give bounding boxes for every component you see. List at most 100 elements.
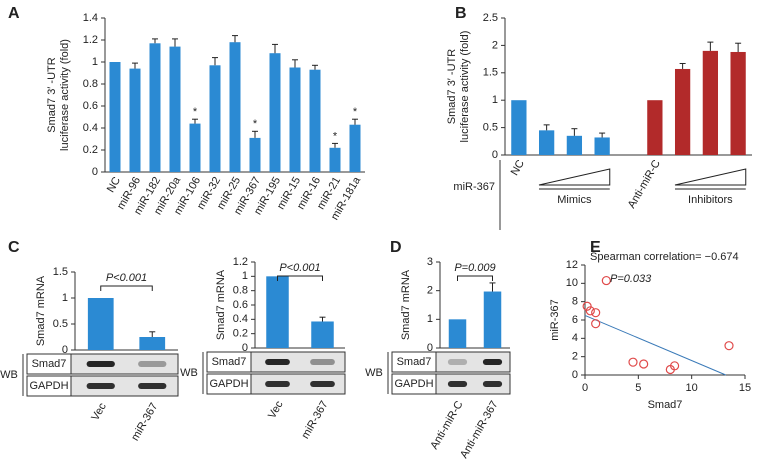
bar — [139, 337, 166, 350]
y-axis-label: Smad7 mRNA — [35, 275, 47, 346]
y-tick-label: 3 — [427, 256, 433, 268]
blot-label: GAPDH — [29, 380, 68, 392]
y-axis-label: luciferase activity (fold) — [59, 39, 71, 151]
bar — [229, 42, 241, 173]
y-axis-label: Smad7 3′ -UTR — [446, 49, 458, 124]
y-tick-label: 0.8 — [233, 285, 248, 297]
y-tick-label: 0.5 — [483, 122, 498, 134]
blot-band — [138, 361, 167, 367]
blot-group-label: WB — [0, 369, 18, 381]
blot-band — [310, 359, 335, 365]
panel-label: D — [390, 239, 402, 256]
significance-marker: * — [333, 130, 338, 142]
blot-label: GAPDH — [394, 378, 433, 390]
bar — [674, 68, 691, 155]
p-value: P<0.001 — [106, 272, 147, 284]
scatter-point — [669, 361, 680, 371]
blot-label: Smad7 — [397, 356, 432, 368]
y-tick-label: 12 — [566, 259, 578, 271]
scatter-point — [724, 341, 734, 351]
x-tick-label: NC — [509, 158, 527, 178]
significance-bracket — [457, 275, 493, 281]
y-axis-label: Smad7 mRNA — [215, 269, 227, 340]
x-tick-label: 10 — [686, 382, 698, 394]
bar — [538, 130, 555, 155]
blot-label: Smad7 — [32, 358, 67, 370]
row-label: miR-367 — [453, 181, 495, 193]
blot-group-label: WB — [180, 367, 198, 379]
bar — [289, 67, 301, 172]
significance-marker: * — [193, 106, 198, 118]
y-tick-label: 2 — [492, 39, 498, 51]
blot-strip — [70, 375, 179, 397]
x-tick-label: Anti-miR-367 — [458, 399, 500, 459]
x-tick-label: Anti-miR-C — [626, 158, 663, 211]
bar — [702, 50, 719, 155]
bar — [349, 124, 361, 172]
significance-bracket — [277, 275, 323, 281]
annotation: Spearman correlation= −0.674 — [590, 251, 739, 263]
x-tick-label: Anti-miR-C — [428, 399, 465, 452]
bar — [647, 100, 663, 155]
p-value: P<0.001 — [279, 262, 320, 274]
dose-wedge — [538, 168, 611, 186]
x-tick-label: Vec — [89, 401, 109, 423]
y-tick-label: 10 — [566, 277, 578, 289]
group-label: Inhibitors — [688, 194, 733, 206]
x-axis-label: Smad7 — [648, 399, 683, 411]
y-tick-label: 0 — [572, 369, 578, 381]
scatter-point — [591, 319, 601, 329]
bar — [594, 137, 610, 155]
y-tick-label: 1.5 — [483, 67, 498, 79]
y-axis-label: Smad7 mRNA — [400, 269, 412, 340]
bar — [483, 291, 502, 348]
y-tick-label: 4 — [572, 332, 578, 344]
bar — [129, 68, 141, 172]
blot-label: GAPDH — [209, 378, 248, 390]
x-tick-label: 5 — [635, 382, 641, 394]
blot-band — [265, 359, 290, 365]
significance-marker: * — [353, 106, 358, 118]
x-tick-label: miR-367 — [129, 401, 160, 443]
y-tick-label: 2 — [572, 351, 578, 363]
blot-band — [447, 359, 468, 365]
y-tick-label: 1 — [242, 270, 248, 282]
blot-band — [447, 381, 468, 387]
p-value: P=0.009 — [454, 262, 495, 274]
scatter-point — [601, 275, 611, 286]
y-tick-label: 2 — [427, 285, 433, 297]
y-tick-label: 6 — [572, 314, 578, 326]
bar — [448, 319, 467, 348]
x-tick-label: 15 — [739, 382, 751, 394]
significance-bracket — [100, 285, 153, 291]
y-axis-label: Smad7 3′ -UTR — [46, 57, 58, 132]
scatter-point — [582, 301, 592, 311]
y-tick-label: 8 — [572, 296, 578, 308]
blot-band — [310, 381, 335, 387]
bar — [189, 123, 201, 172]
x-tick-label: miR-367 — [299, 399, 330, 441]
trend-line — [584, 314, 726, 376]
bar — [329, 147, 341, 172]
panel-label: C — [8, 239, 20, 256]
dose-wedge — [674, 168, 747, 186]
y-tick-label: 1 — [492, 94, 498, 106]
blot-label: Smad7 — [212, 356, 247, 368]
y-tick-label: 0.2 — [83, 144, 98, 156]
bar — [209, 65, 221, 172]
x-tick-label: NC — [105, 175, 123, 195]
scatter-point — [639, 359, 649, 369]
y-tick-label: 0 — [62, 344, 68, 356]
bar — [730, 51, 746, 156]
bar — [169, 46, 181, 172]
y-tick-label: 0 — [92, 166, 98, 178]
bar — [109, 62, 121, 172]
blot-strip — [250, 373, 346, 395]
bar — [311, 321, 334, 348]
panel-label: A — [8, 5, 20, 22]
y-tick-label: 0.5 — [53, 318, 68, 330]
y-tick-label: 0.2 — [233, 328, 248, 340]
y-tick-label: 1 — [92, 56, 98, 68]
blot-band — [86, 361, 115, 367]
